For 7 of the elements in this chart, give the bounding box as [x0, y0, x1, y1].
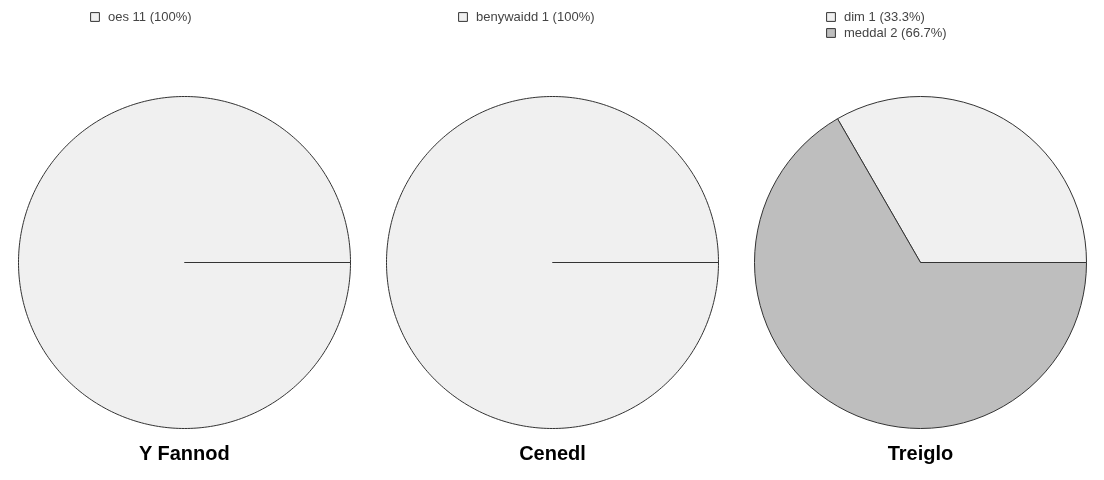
legend-label: dim 1 (33.3%) [844, 8, 925, 24]
text: Treiglo [887, 441, 954, 464]
legend-label: meddal 2 (66.7%) [844, 24, 947, 40]
legend-label: oes 11 (100%) [108, 8, 192, 24]
text: Cenedl [519, 441, 586, 464]
text: Y Fannod [138, 441, 230, 464]
legend-label: benywaidd 1 (100%) [476, 8, 595, 24]
